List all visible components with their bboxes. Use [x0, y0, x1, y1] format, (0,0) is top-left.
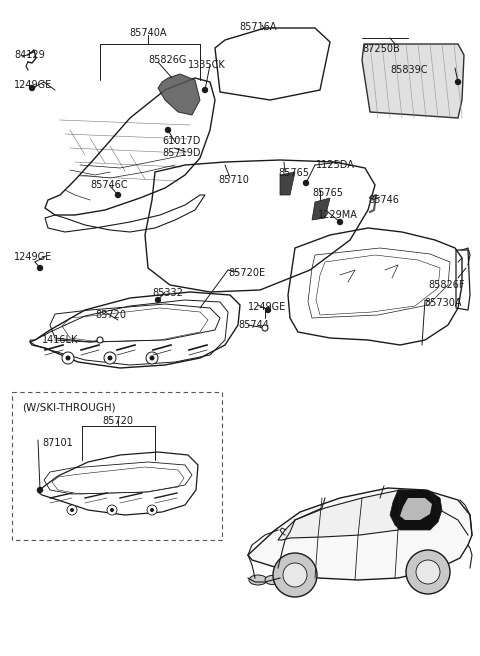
Text: (W/SKI-THROUGH): (W/SKI-THROUGH)	[22, 402, 116, 412]
Circle shape	[303, 180, 309, 186]
Text: 85716A: 85716A	[239, 22, 277, 32]
Circle shape	[104, 352, 116, 364]
Text: 85826G: 85826G	[148, 55, 186, 65]
Polygon shape	[362, 44, 464, 118]
Ellipse shape	[249, 575, 267, 585]
Circle shape	[150, 508, 154, 512]
Text: 85719D: 85719D	[162, 148, 201, 158]
Circle shape	[203, 87, 207, 92]
Text: 85332: 85332	[152, 288, 183, 298]
Text: 84129: 84129	[14, 50, 45, 60]
Circle shape	[156, 298, 160, 302]
Circle shape	[70, 508, 74, 512]
Circle shape	[37, 266, 43, 270]
Circle shape	[166, 127, 170, 133]
Circle shape	[337, 220, 343, 224]
Ellipse shape	[265, 575, 279, 584]
Text: 61017D: 61017D	[162, 136, 200, 146]
Polygon shape	[400, 498, 432, 520]
Circle shape	[108, 356, 112, 361]
Circle shape	[406, 550, 450, 594]
Circle shape	[147, 505, 157, 515]
Text: 87101: 87101	[42, 438, 73, 448]
Text: 85765: 85765	[312, 188, 343, 198]
Text: 1249GE: 1249GE	[14, 252, 52, 262]
Circle shape	[37, 487, 43, 493]
Polygon shape	[158, 74, 200, 115]
Circle shape	[110, 508, 114, 512]
Text: 85744: 85744	[238, 320, 269, 330]
Circle shape	[29, 85, 35, 91]
Text: 85710: 85710	[218, 175, 249, 185]
Text: 85826F: 85826F	[428, 280, 465, 290]
Text: 85730A: 85730A	[424, 298, 461, 308]
Circle shape	[65, 356, 71, 361]
Bar	[12, 392, 222, 540]
Circle shape	[265, 308, 271, 312]
Circle shape	[262, 325, 268, 331]
Circle shape	[283, 563, 307, 587]
Text: 85720: 85720	[95, 310, 126, 320]
Text: 1229MA: 1229MA	[318, 210, 358, 220]
Circle shape	[107, 505, 117, 515]
Text: 85765: 85765	[278, 168, 309, 178]
Text: 85720: 85720	[103, 416, 133, 426]
Circle shape	[149, 356, 155, 361]
Polygon shape	[248, 488, 472, 580]
Text: 1249GE: 1249GE	[14, 80, 52, 90]
Text: 1249GE: 1249GE	[248, 302, 286, 312]
Circle shape	[456, 79, 460, 85]
Text: 1335CK: 1335CK	[188, 60, 226, 70]
Polygon shape	[280, 172, 295, 195]
Text: 85746C: 85746C	[90, 180, 128, 190]
Circle shape	[67, 505, 77, 515]
Circle shape	[116, 192, 120, 197]
Text: 85746: 85746	[368, 195, 399, 205]
Polygon shape	[278, 490, 440, 540]
Circle shape	[146, 352, 158, 364]
Text: 1416LK: 1416LK	[42, 335, 78, 345]
Text: 87250B: 87250B	[362, 44, 400, 54]
Circle shape	[97, 337, 103, 343]
Text: 1125DA: 1125DA	[316, 160, 355, 170]
Text: 85740A: 85740A	[129, 28, 167, 38]
Circle shape	[273, 553, 317, 597]
Circle shape	[416, 560, 440, 584]
Polygon shape	[390, 490, 442, 530]
Text: 85720E: 85720E	[228, 268, 265, 278]
Text: 85839C: 85839C	[390, 65, 428, 75]
Circle shape	[62, 352, 74, 364]
Polygon shape	[312, 198, 330, 220]
